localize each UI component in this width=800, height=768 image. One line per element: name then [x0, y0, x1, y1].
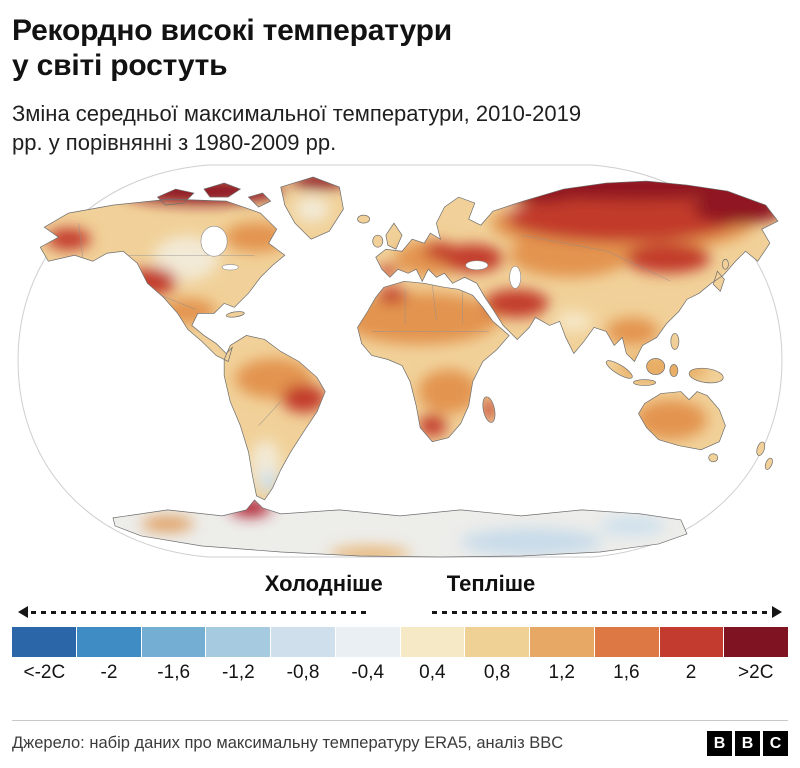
scale-segment-label: 1,6 — [613, 662, 640, 684]
bbc-logo-letter: B — [735, 731, 760, 756]
title-line1: Рекордно високі температури — [12, 14, 452, 47]
source-text: Джерело: набір даних про максимальну тем… — [12, 734, 564, 752]
scale-segment — [724, 627, 788, 658]
scale-segment-label: 0,4 — [419, 662, 446, 684]
japan — [712, 270, 725, 293]
scale-direction-labels: Холодніше Тепліше — [12, 571, 788, 597]
scale-segment-label: -2 — [100, 662, 118, 684]
dashed-line-left — [31, 610, 368, 614]
colder-label: Холодніше — [264, 571, 383, 597]
color-scale-labels: <-2C -2 -1,6 -1,2 -0,8 -0,4 0,4 0,8 1,2 1,6 2 >2C — [12, 662, 788, 684]
continent-eurasia — [375, 180, 779, 363]
continent-south-america — [223, 335, 326, 501]
scale-segment-label: -0,4 — [351, 662, 385, 684]
scale-segment-label: -0,8 — [286, 662, 320, 684]
scale-segment — [206, 627, 270, 658]
world-map-svg — [17, 164, 783, 558]
colder-arrow — [18, 606, 368, 619]
scale-segment — [530, 627, 594, 658]
subtitle: Зміна середньої максимальної температури… — [12, 99, 788, 157]
world-temperature-map — [12, 163, 788, 559]
color-scale-bar — [12, 627, 788, 658]
scale-segment — [465, 627, 529, 658]
united-kingdom — [385, 222, 403, 250]
country-borders — [78, 223, 671, 426]
continent-africa — [357, 281, 510, 443]
subtitle-line1: Зміна середньої максимальної температури… — [12, 101, 582, 126]
continent-north-america — [39, 198, 286, 363]
arrow-right-icon — [772, 606, 782, 619]
scale-direction-arrows — [12, 603, 788, 619]
scale-segment-label: 0,8 — [483, 662, 511, 684]
bbc-logo-letter: C — [763, 731, 788, 756]
continent-australia — [638, 391, 726, 451]
warmer-arrow — [432, 606, 782, 619]
scale-segment-label: 2 — [685, 662, 697, 684]
bbc-logo-letter: B — [707, 731, 732, 756]
scale-segment — [335, 627, 400, 658]
scale-segment — [594, 627, 659, 658]
scale-segment-label: <-2C — [23, 662, 66, 684]
scale-segment — [271, 627, 335, 658]
scale-segment — [659, 627, 724, 658]
scale-segment-label: -1,6 — [157, 662, 191, 684]
coastlines — [39, 176, 779, 558]
scale-segment — [141, 627, 206, 658]
footer: Джерело: набір даних про максимальну тем… — [12, 720, 788, 768]
page-title: Рекордно високі температури у світі росту… — [12, 14, 788, 83]
scale-segment — [76, 627, 141, 658]
inland-seas — [200, 225, 522, 289]
scale-segment — [12, 627, 76, 658]
subtitle-line2: рр. у порівнянні з 1980-2009 рр. — [12, 130, 337, 156]
scale-segment-label: 1,2 — [548, 662, 575, 684]
scale-segment-label: -1,2 — [221, 662, 255, 684]
arrow-left-icon — [18, 606, 28, 619]
dashed-line-right — [432, 610, 769, 614]
scale-segment-label: >2C — [738, 662, 774, 684]
continent-antarctica — [112, 499, 688, 558]
scale-segment — [400, 627, 465, 658]
title-line2: у світі ростуть — [12, 48, 228, 82]
warmer-label: Тепліше — [446, 571, 536, 597]
greenland — [280, 176, 344, 240]
